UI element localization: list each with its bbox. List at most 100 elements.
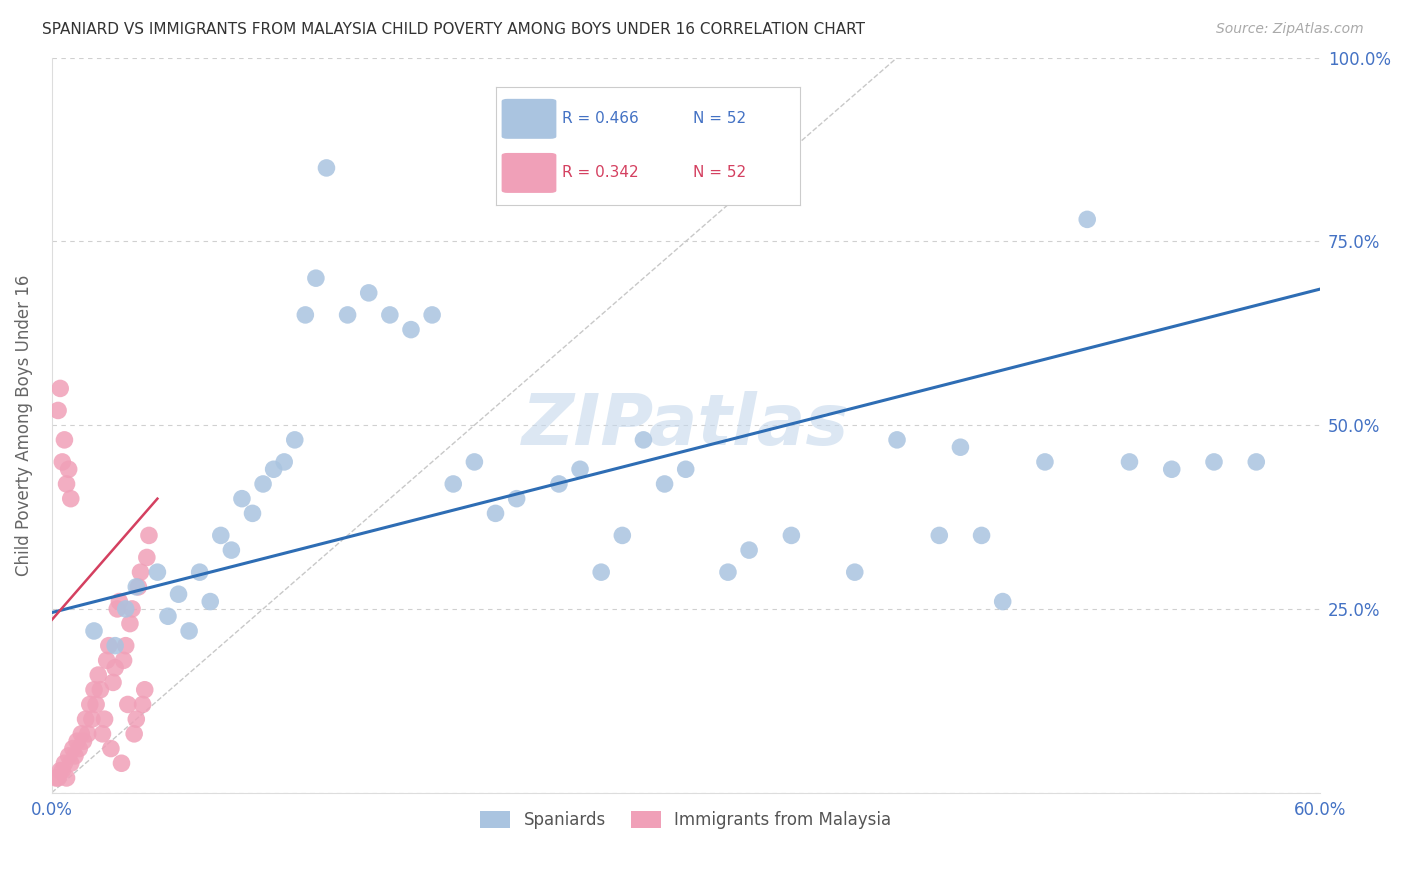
Spaniards [252, 477, 274, 491]
Immigrants from Malaysia [91, 727, 114, 741]
Spaniards [167, 587, 190, 601]
Spaniards [991, 594, 1014, 608]
Spaniards [231, 491, 253, 506]
Spaniards [1160, 462, 1182, 476]
Immigrants from Malaysia [101, 675, 124, 690]
Spaniards [441, 477, 464, 491]
Immigrants from Malaysia [55, 771, 77, 785]
Spaniards [844, 565, 866, 579]
Spaniards [305, 271, 328, 285]
Immigrants from Malaysia [70, 727, 93, 741]
Immigrants from Malaysia [84, 698, 107, 712]
Spaniards [273, 455, 295, 469]
Immigrants from Malaysia [129, 565, 152, 579]
Immigrants from Malaysia [83, 682, 105, 697]
Immigrants from Malaysia [131, 698, 153, 712]
Spaniards [315, 161, 337, 175]
Text: SPANIARD VS IMMIGRANTS FROM MALAYSIA CHILD POVERTY AMONG BOYS UNDER 16 CORRELATI: SPANIARD VS IMMIGRANTS FROM MALAYSIA CHI… [42, 22, 865, 37]
Spaniards [675, 462, 697, 476]
Spaniards [156, 609, 179, 624]
Immigrants from Malaysia [66, 734, 89, 748]
Immigrants from Malaysia [87, 668, 110, 682]
Immigrants from Malaysia [67, 741, 90, 756]
Immigrants from Malaysia [114, 639, 136, 653]
Immigrants from Malaysia [104, 661, 127, 675]
Immigrants from Malaysia [58, 748, 80, 763]
Spaniards [548, 477, 571, 491]
Legend: Spaniards, Immigrants from Malaysia: Spaniards, Immigrants from Malaysia [474, 805, 898, 836]
Spaniards [221, 543, 243, 558]
Immigrants from Malaysia [122, 727, 145, 741]
Spaniards [125, 580, 148, 594]
Immigrants from Malaysia [45, 771, 67, 785]
Spaniards [463, 455, 485, 469]
Immigrants from Malaysia [46, 771, 69, 785]
Immigrants from Malaysia [93, 712, 115, 726]
Spaniards [420, 308, 443, 322]
Immigrants from Malaysia [49, 381, 72, 395]
Spaniards [780, 528, 803, 542]
Spaniards [179, 624, 201, 638]
Spaniards [399, 323, 422, 337]
Immigrants from Malaysia [76, 727, 98, 741]
Immigrants from Malaysia [63, 748, 86, 763]
Text: Source: ZipAtlas.com: Source: ZipAtlas.com [1216, 22, 1364, 37]
Spaniards [200, 594, 222, 608]
Immigrants from Malaysia [62, 741, 84, 756]
Immigrants from Malaysia [80, 712, 103, 726]
Immigrants from Malaysia [117, 698, 139, 712]
Spaniards [1202, 455, 1225, 469]
Spaniards [104, 639, 127, 653]
Immigrants from Malaysia [138, 528, 160, 542]
Immigrants from Malaysia [72, 734, 94, 748]
Spaniards [654, 477, 676, 491]
Immigrants from Malaysia [46, 403, 69, 417]
Immigrants from Malaysia [135, 550, 157, 565]
Spaniards [263, 462, 285, 476]
Spaniards [1076, 212, 1098, 227]
Immigrants from Malaysia [59, 756, 82, 771]
Immigrants from Malaysia [75, 712, 97, 726]
Spaniards [717, 565, 740, 579]
Immigrants from Malaysia [134, 682, 156, 697]
Immigrants from Malaysia [127, 580, 149, 594]
Y-axis label: Child Poverty Among Boys Under 16: Child Poverty Among Boys Under 16 [15, 275, 32, 576]
Text: ZIPatlas: ZIPatlas [522, 391, 849, 459]
Immigrants from Malaysia [108, 594, 131, 608]
Spaniards [505, 491, 527, 506]
Spaniards [738, 543, 761, 558]
Spaniards [1118, 455, 1140, 469]
Immigrants from Malaysia [53, 433, 76, 447]
Immigrants from Malaysia [58, 462, 80, 476]
Spaniards [928, 528, 950, 542]
Immigrants from Malaysia [51, 764, 73, 778]
Immigrants from Malaysia [79, 698, 101, 712]
Immigrants from Malaysia [59, 491, 82, 506]
Immigrants from Malaysia [51, 455, 73, 469]
Spaniards [188, 565, 211, 579]
Spaniards [569, 462, 592, 476]
Spaniards [378, 308, 401, 322]
Spaniards [1033, 455, 1056, 469]
Spaniards [970, 528, 993, 542]
Spaniards [357, 285, 380, 300]
Immigrants from Malaysia [125, 712, 148, 726]
Spaniards [591, 565, 613, 579]
Immigrants from Malaysia [121, 602, 143, 616]
Immigrants from Malaysia [89, 682, 111, 697]
Immigrants from Malaysia [100, 741, 122, 756]
Spaniards [1246, 455, 1268, 469]
Spaniards [146, 565, 169, 579]
Immigrants from Malaysia [112, 653, 135, 667]
Spaniards [294, 308, 316, 322]
Spaniards [242, 507, 264, 521]
Spaniards [83, 624, 105, 638]
Spaniards [633, 433, 655, 447]
Immigrants from Malaysia [118, 616, 141, 631]
Spaniards [284, 433, 307, 447]
Immigrants from Malaysia [105, 602, 128, 616]
Immigrants from Malaysia [55, 477, 77, 491]
Spaniards [209, 528, 232, 542]
Immigrants from Malaysia [49, 764, 72, 778]
Spaniards [612, 528, 634, 542]
